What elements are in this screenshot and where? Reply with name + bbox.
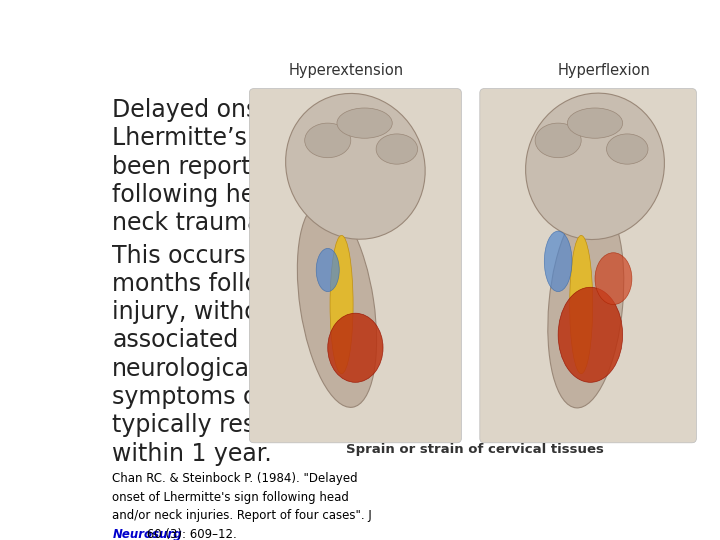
Ellipse shape bbox=[376, 134, 418, 164]
Text: This occurs ~2 1/2: This occurs ~2 1/2 bbox=[112, 244, 333, 268]
Text: and/or neck injuries. Report of four cases". J: and/or neck injuries. Report of four cas… bbox=[112, 509, 372, 522]
Ellipse shape bbox=[570, 235, 593, 374]
Ellipse shape bbox=[544, 231, 572, 292]
Ellipse shape bbox=[328, 313, 383, 382]
Ellipse shape bbox=[337, 108, 392, 138]
Ellipse shape bbox=[535, 123, 581, 158]
Ellipse shape bbox=[286, 93, 426, 239]
Text: Chan RC. & Steinbock P. (1984). "Delayed: Chan RC. & Steinbock P. (1984). "Delayed bbox=[112, 472, 358, 485]
Ellipse shape bbox=[595, 253, 632, 305]
Ellipse shape bbox=[558, 287, 623, 382]
Text: neurological: neurological bbox=[112, 357, 257, 381]
FancyBboxPatch shape bbox=[480, 89, 696, 443]
Text: been reported: been reported bbox=[112, 154, 281, 179]
Text: Sprain or strain of cervical tissues: Sprain or strain of cervical tissues bbox=[346, 443, 604, 456]
Ellipse shape bbox=[330, 235, 353, 374]
Text: Lhermitte’s sign has: Lhermitte’s sign has bbox=[112, 126, 353, 150]
Ellipse shape bbox=[526, 93, 665, 240]
Text: following head and/or: following head and/or bbox=[112, 183, 369, 207]
Ellipse shape bbox=[316, 248, 339, 292]
FancyBboxPatch shape bbox=[249, 89, 462, 443]
Text: within 1 year.: within 1 year. bbox=[112, 442, 272, 465]
Text: Hyperflexion: Hyperflexion bbox=[558, 63, 651, 78]
Text: onset of Lhermitte's sign following head: onset of Lhermitte's sign following head bbox=[112, 490, 349, 504]
Text: 60 (3): 609–12.: 60 (3): 609–12. bbox=[143, 528, 237, 540]
Text: Delayed onset: Delayed onset bbox=[112, 98, 282, 122]
Ellipse shape bbox=[567, 108, 623, 138]
Text: associated: associated bbox=[112, 328, 238, 353]
Ellipse shape bbox=[297, 202, 377, 407]
Ellipse shape bbox=[606, 134, 648, 164]
Text: typically resolves: typically resolves bbox=[112, 413, 318, 437]
Text: months following: months following bbox=[112, 272, 315, 296]
Ellipse shape bbox=[305, 123, 351, 158]
Text: Hyperextension: Hyperextension bbox=[289, 63, 404, 78]
Text: injury, without: injury, without bbox=[112, 300, 284, 324]
Text: neck trauma.: neck trauma. bbox=[112, 211, 269, 235]
Text: symptoms or pain, and: symptoms or pain, and bbox=[112, 385, 385, 409]
Text: Neurosurg: Neurosurg bbox=[112, 528, 182, 540]
Ellipse shape bbox=[548, 201, 624, 408]
